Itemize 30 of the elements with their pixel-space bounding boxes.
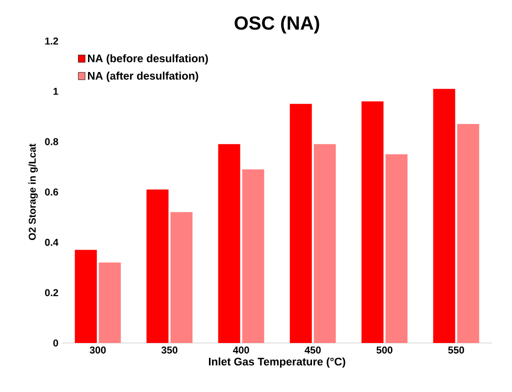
y-tick-label: 1 bbox=[54, 88, 58, 95]
y-tick-label: 0.8 bbox=[45, 138, 58, 146]
x-tick-label: 350 bbox=[161, 346, 178, 354]
x-tick-label: 550 bbox=[448, 346, 464, 354]
bar bbox=[433, 88, 456, 343]
x-tick-label: 500 bbox=[376, 346, 392, 354]
bar bbox=[218, 144, 240, 343]
bar bbox=[290, 104, 312, 343]
x-tick-label: 400 bbox=[233, 346, 250, 354]
legend-label: NA (after desulfation) bbox=[88, 72, 198, 82]
y-tick-label: 0 bbox=[53, 339, 58, 347]
bar bbox=[314, 144, 336, 343]
x-tick-label: 450 bbox=[304, 346, 321, 354]
y-tick-label: 0.2 bbox=[45, 289, 58, 296]
y-axis-title: O2 Storage in g/Lcat bbox=[28, 144, 38, 240]
bar bbox=[98, 262, 121, 343]
legend-label: NA (before desulfation) bbox=[88, 54, 208, 64]
bar bbox=[385, 154, 408, 343]
bar bbox=[242, 169, 264, 343]
y-tick-label: 0.6 bbox=[45, 188, 58, 196]
x-axis-title: Inlet Gas Temperature (°C) bbox=[208, 357, 346, 368]
bar bbox=[457, 124, 480, 343]
chart-title: OSC (NA) bbox=[234, 16, 320, 34]
y-tick-label: 0.4 bbox=[45, 238, 58, 246]
y-tick-label: 1.2 bbox=[45, 38, 58, 44]
bar bbox=[170, 212, 192, 343]
bar bbox=[74, 250, 97, 343]
bar bbox=[362, 101, 384, 343]
bar bbox=[146, 189, 169, 343]
x-tick-label: 300 bbox=[90, 346, 106, 354]
